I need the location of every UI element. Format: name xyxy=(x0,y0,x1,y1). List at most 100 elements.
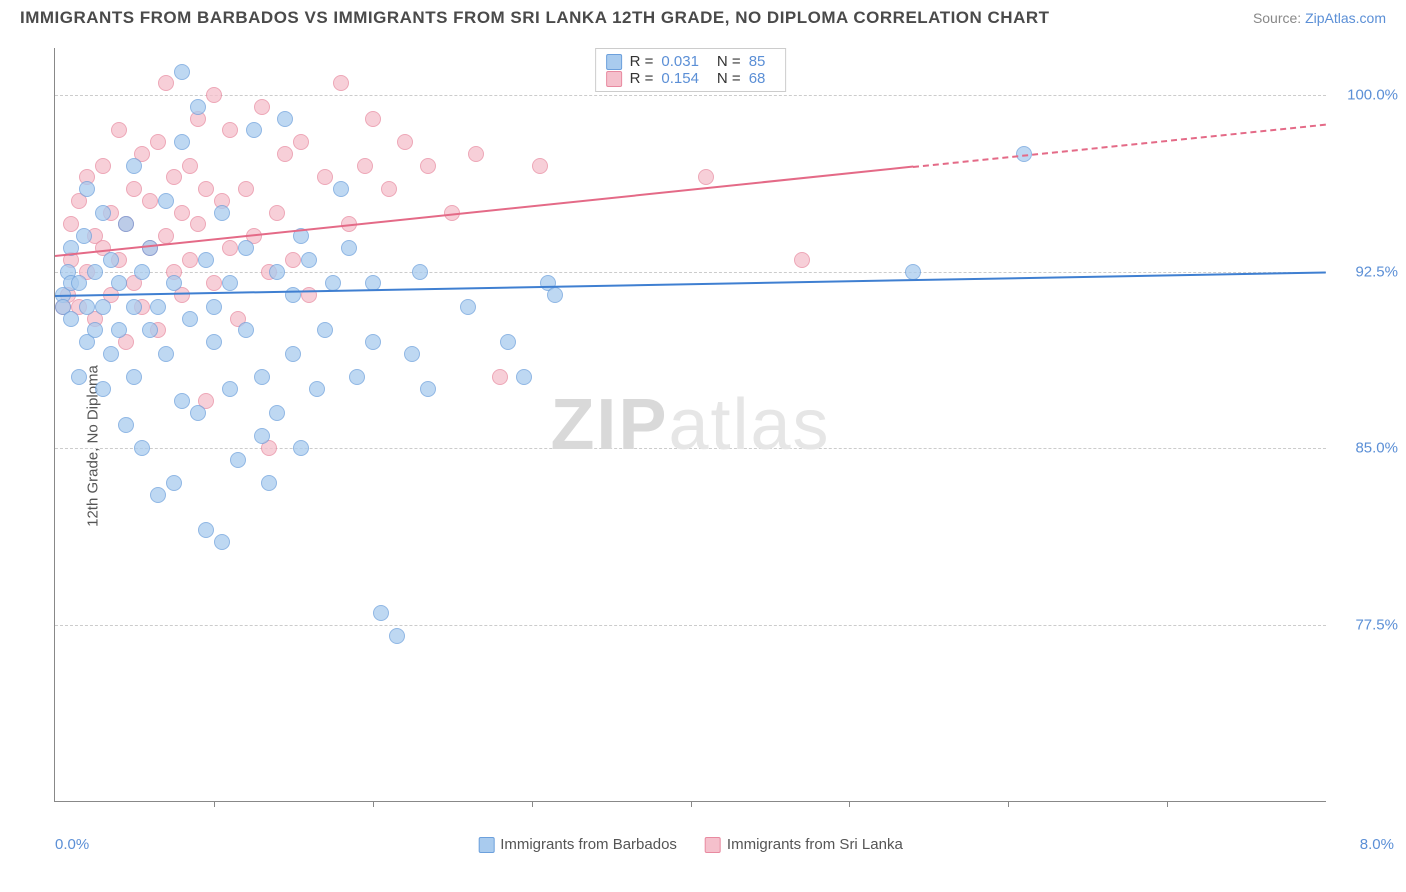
data-point xyxy=(698,169,714,185)
data-point xyxy=(142,322,158,338)
source-prefix: Source: xyxy=(1253,10,1305,26)
data-point xyxy=(166,169,182,185)
data-point xyxy=(71,275,87,291)
y-tick-label: 85.0% xyxy=(1355,440,1398,457)
correlation-legend: R = 0.031 N = 85 R = 0.154 N = 68 xyxy=(595,48,787,92)
data-point xyxy=(134,440,150,456)
gridline xyxy=(55,272,1326,273)
trend-line xyxy=(913,123,1326,167)
data-point xyxy=(166,475,182,491)
data-point xyxy=(126,158,142,174)
swatch-srilanka-icon xyxy=(705,837,721,853)
data-point xyxy=(222,240,238,256)
data-point xyxy=(158,193,174,209)
x-tick xyxy=(849,801,850,807)
data-point xyxy=(76,228,92,244)
data-point xyxy=(111,275,127,291)
data-point xyxy=(404,346,420,362)
data-point xyxy=(285,346,301,362)
x-tick xyxy=(532,801,533,807)
data-point xyxy=(126,299,142,315)
data-point xyxy=(222,122,238,138)
data-point xyxy=(333,181,349,197)
x-axis-start-label: 0.0% xyxy=(55,836,89,853)
data-point xyxy=(468,146,484,162)
data-point xyxy=(118,417,134,433)
x-tick xyxy=(1167,801,1168,807)
data-point xyxy=(190,405,206,421)
data-point xyxy=(269,405,285,421)
data-point xyxy=(317,322,333,338)
data-point xyxy=(142,193,158,209)
legend-item-barbados: Immigrants from Barbados xyxy=(478,836,677,853)
data-point xyxy=(174,205,190,221)
data-point xyxy=(111,322,127,338)
data-point xyxy=(142,240,158,256)
gridline xyxy=(55,95,1326,96)
data-point xyxy=(269,264,285,280)
swatch-srilanka xyxy=(606,71,622,87)
data-point xyxy=(905,264,921,280)
data-point xyxy=(214,205,230,221)
data-point xyxy=(103,346,119,362)
data-point xyxy=(317,169,333,185)
series-legend: Immigrants from Barbados Immigrants from… xyxy=(478,836,903,853)
data-point xyxy=(214,534,230,550)
gridline xyxy=(55,625,1326,626)
data-point xyxy=(547,287,563,303)
trend-line xyxy=(55,272,1326,298)
data-point xyxy=(158,75,174,91)
data-point xyxy=(206,87,222,103)
data-point xyxy=(420,381,436,397)
x-tick xyxy=(1008,801,1009,807)
x-tick xyxy=(373,801,374,807)
data-point xyxy=(365,334,381,350)
data-point xyxy=(532,158,548,174)
data-point xyxy=(63,311,79,327)
data-point xyxy=(198,522,214,538)
swatch-barbados-icon xyxy=(478,837,494,853)
data-point xyxy=(87,322,103,338)
x-tick xyxy=(691,801,692,807)
data-point xyxy=(277,146,293,162)
data-point xyxy=(357,158,373,174)
data-point xyxy=(126,369,142,385)
data-point xyxy=(206,299,222,315)
data-point xyxy=(333,75,349,91)
data-point xyxy=(277,111,293,127)
x-tick xyxy=(214,801,215,807)
data-point xyxy=(150,134,166,150)
data-point xyxy=(389,628,405,644)
data-point xyxy=(238,181,254,197)
data-point xyxy=(95,205,111,221)
data-point xyxy=(500,334,516,350)
plot-area: ZIPatlas R = 0.031 N = 85 R = 0.154 N = … xyxy=(54,48,1326,802)
source-link[interactable]: ZipAtlas.com xyxy=(1305,10,1386,26)
data-point xyxy=(79,181,95,197)
data-point xyxy=(118,216,134,232)
chart-title: IMMIGRANTS FROM BARBADOS VS IMMIGRANTS F… xyxy=(20,8,1050,28)
data-point xyxy=(198,252,214,268)
data-point xyxy=(261,475,277,491)
data-point xyxy=(397,134,413,150)
data-point xyxy=(794,252,810,268)
data-point xyxy=(420,158,436,174)
y-tick-label: 100.0% xyxy=(1347,87,1398,104)
data-point xyxy=(126,181,142,197)
data-point xyxy=(158,346,174,362)
y-tick-label: 92.5% xyxy=(1355,263,1398,280)
data-point xyxy=(293,134,309,150)
watermark: ZIPatlas xyxy=(550,384,830,466)
data-point xyxy=(269,205,285,221)
data-point xyxy=(174,393,190,409)
data-point xyxy=(206,275,222,291)
data-point xyxy=(174,64,190,80)
data-point xyxy=(254,428,270,444)
data-point xyxy=(150,299,166,315)
data-point xyxy=(190,99,206,115)
data-point xyxy=(190,216,206,232)
data-point xyxy=(373,605,389,621)
data-point xyxy=(254,99,270,115)
data-point xyxy=(516,369,532,385)
data-point xyxy=(166,275,182,291)
